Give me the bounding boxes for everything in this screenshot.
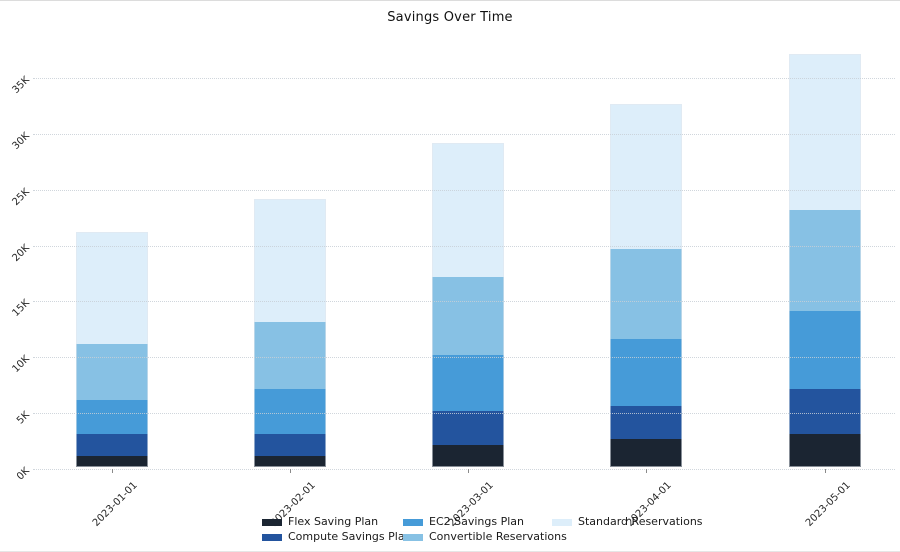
legend-item: Flex Saving Plan [262, 515, 412, 529]
bar-segment [789, 210, 861, 311]
bar-segment [76, 455, 148, 467]
bar-segment [254, 198, 326, 322]
legend-column: Flex Saving Plan Compute Savings Plan [262, 515, 412, 544]
gridline-0K [33, 469, 895, 470]
bar-segment [254, 433, 326, 456]
legend-item: Standard Reservations [552, 515, 703, 529]
y-axis-label: 25K [10, 186, 32, 208]
y-axis-label: 10K [10, 353, 32, 376]
legend-swatch-icon [403, 518, 423, 526]
legend-swatch-icon [403, 533, 423, 541]
x-axis-tick [112, 469, 113, 473]
bar-2023-05-01 [789, 53, 861, 467]
chart-title: Savings Over Time [387, 10, 513, 25]
bar-segment [432, 143, 504, 278]
bar-segment [254, 455, 326, 467]
bar-segment [76, 433, 148, 456]
legend-label: Convertible Reservations [429, 530, 567, 543]
bar-segment [432, 355, 504, 412]
legend-label: Compute Savings Plan [288, 530, 412, 543]
x-axis-tick [468, 469, 469, 473]
bar-segment [789, 53, 861, 211]
bar-2023-04-01 [610, 103, 682, 467]
bar-segment [789, 388, 861, 434]
x-axis-tick [825, 469, 826, 473]
legend-item: Compute Savings Plan [262, 530, 412, 544]
bar-segment [610, 439, 682, 467]
legend-item: EC2 Savings Plan [403, 515, 567, 529]
bar-segment [610, 338, 682, 406]
y-axis-label: 30K [10, 130, 32, 152]
legend-column: Standard Reservations [552, 515, 703, 529]
bar-segment [76, 400, 148, 434]
bar-segment [254, 321, 326, 389]
bar-segment [432, 277, 504, 356]
legend-swatch-icon [262, 533, 282, 541]
bar-segment [432, 411, 504, 445]
x-axis-label: 2023-01-01 [90, 480, 140, 529]
legend-swatch-icon [552, 518, 572, 526]
bar-segment [432, 444, 504, 467]
x-axis-tick [646, 469, 647, 473]
bar-segment [610, 103, 682, 250]
bar-2023-03-01 [432, 143, 504, 467]
x-axis-tick [290, 469, 291, 473]
legend-item: Convertible Reservations [403, 530, 567, 544]
legend-label: Standard Reservations [578, 515, 703, 528]
bar-segment [610, 249, 682, 339]
y-axis-label: 0K [14, 465, 32, 483]
bar-segment [610, 405, 682, 440]
legend-label: EC2 Savings Plan [429, 515, 524, 528]
bar-2023-02-01 [254, 198, 326, 467]
x-axis-label: 2023-05-01 [803, 480, 853, 529]
gridline-30K [33, 133, 895, 135]
gridline-35K [33, 78, 895, 79]
y-axis-label: 35K [10, 74, 32, 97]
legend-column: EC2 Savings Plan Convertible Reservations [403, 515, 567, 544]
y-axis-label: 5K [14, 409, 32, 427]
legend-label: Flex Saving Plan [288, 515, 379, 528]
bar-segment [254, 388, 326, 434]
bar-segment [789, 433, 861, 467]
y-axis-label: 15K [10, 298, 32, 320]
bar-segment [789, 310, 861, 389]
y-axis-label: 20K [10, 242, 32, 264]
legend-swatch-icon [262, 518, 282, 526]
bar-segment [76, 232, 148, 345]
bar-2023-01-01 [76, 232, 148, 467]
bar-segment [76, 344, 148, 401]
